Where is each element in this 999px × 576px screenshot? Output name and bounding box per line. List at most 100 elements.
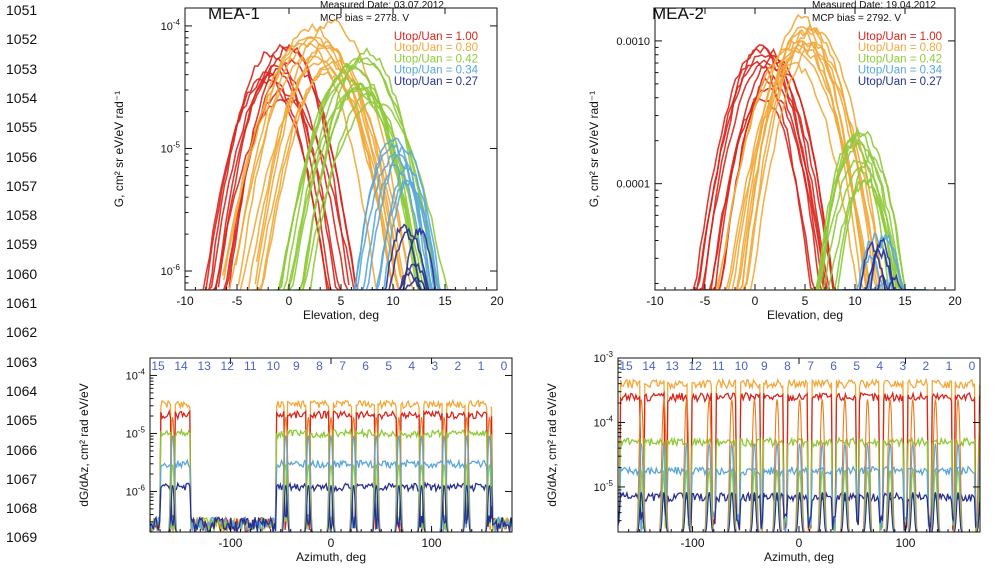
line-number: 1069 <box>6 529 38 546</box>
series-curve <box>374 269 447 290</box>
line-number: 1054 <box>6 89 38 106</box>
sector-label: 12 <box>221 359 235 373</box>
sector-bump <box>658 399 669 532</box>
y-tick-label: 10-4 <box>594 414 614 429</box>
line-number: 1068 <box>6 500 38 517</box>
series-curve <box>695 59 841 290</box>
sector-bump <box>303 485 313 532</box>
sector-label: 1 <box>946 359 953 373</box>
series-curve <box>371 262 457 290</box>
legend-entry: Utop/Uan = 0.42 <box>394 53 478 65</box>
y-tick-label: 10-6 <box>161 263 181 278</box>
x-axis-label: Azimuth, deg <box>764 550 834 564</box>
y-tick-label: 10-6 <box>126 483 146 498</box>
line-number: 1059 <box>6 236 38 253</box>
sector-bump <box>817 492 827 532</box>
series-curve <box>701 87 834 290</box>
line-number: 1058 <box>6 207 38 224</box>
panel-title: MEA-1 <box>208 4 260 23</box>
sector-bump <box>772 399 783 532</box>
series-group <box>150 398 512 532</box>
series-curve <box>841 284 912 290</box>
series-curve <box>304 92 432 290</box>
series-curve <box>212 67 340 290</box>
series-curve <box>618 377 980 532</box>
line-number: 1061 <box>6 295 38 311</box>
x-tick-label: 15 <box>438 294 452 308</box>
sector-bump <box>953 492 963 532</box>
series-curve <box>237 42 377 288</box>
line-number: 1063 <box>6 353 38 370</box>
sector-label: 15 <box>151 359 165 373</box>
sector-label: 4 <box>408 359 415 373</box>
sector-bump <box>839 399 850 532</box>
sector-bump <box>749 399 760 532</box>
series-curve <box>255 18 408 263</box>
series-curve <box>376 276 455 290</box>
series-curve <box>823 151 920 290</box>
series-curve <box>150 409 512 532</box>
y-tick-label: 0.0010 <box>616 36 650 48</box>
line-number: 1067 <box>6 470 38 487</box>
series-curve <box>853 237 911 290</box>
sector-bump <box>168 485 178 532</box>
line-number: 1060 <box>6 265 38 282</box>
annotation-bias: MCP bias = 2792. V <box>812 13 901 24</box>
x-tick-label: 0 <box>796 536 803 550</box>
series-curve <box>345 137 442 290</box>
series-curve <box>260 60 406 290</box>
line-number: 1057 <box>6 177 38 194</box>
line-number: 1051 <box>6 2 38 18</box>
x-axis-label: Elevation, deg <box>303 308 379 322</box>
x-tick-label: -5 <box>232 294 243 308</box>
sector-label: 1 <box>478 359 485 373</box>
series-group <box>689 13 929 290</box>
sector-bump <box>704 492 714 532</box>
sector-label: 10 <box>735 359 749 373</box>
series-curve <box>724 41 890 290</box>
sector-label: 6 <box>362 359 369 373</box>
sector-label: 9 <box>761 359 768 373</box>
series-curve <box>371 179 447 290</box>
sector-bump <box>862 399 873 532</box>
sector-bump <box>326 485 336 532</box>
annotation-date: Measured Date: 03.07.2012 <box>320 0 444 11</box>
line-number: 1062 <box>6 324 38 341</box>
y-tick-label: 10-5 <box>161 140 181 155</box>
sector-label: 7 <box>339 359 346 373</box>
series-curve <box>208 50 332 290</box>
sector-label: 11 <box>712 359 725 373</box>
series-curve <box>387 227 452 290</box>
series-curve <box>835 232 914 290</box>
sector-bump <box>417 485 426 532</box>
sector-bump <box>681 492 692 532</box>
series-curve <box>285 87 427 290</box>
series-curve <box>700 97 825 290</box>
sector-bump <box>749 492 760 532</box>
line-number: 1053 <box>6 60 38 77</box>
series-curve <box>282 63 420 290</box>
y-tick-label: 10-4 <box>126 367 146 382</box>
line-number: 1055 <box>6 119 38 136</box>
y-axis-label: dG/dAz, cm² rad eV/eV <box>545 383 559 506</box>
x-tick-label: -10 <box>176 294 194 308</box>
series-curve <box>618 390 980 531</box>
panel-title: MEA-2 <box>652 4 704 23</box>
panel-mea1-elevation: MEA-1 Measured Date: 03.07.2012 MCP bias… <box>112 0 504 322</box>
series-curve <box>223 36 402 281</box>
annotation-bias: MCP bias = 2778. V <box>320 13 409 24</box>
x-tick-label: 100 <box>895 536 915 550</box>
sector-bump <box>907 399 918 532</box>
series-curve <box>693 44 833 290</box>
sector-label: 2 <box>923 359 930 373</box>
x-axis-label: Azimuth, deg <box>296 550 366 564</box>
series-curve <box>369 227 449 290</box>
sector-label: 15 <box>619 359 633 373</box>
y-tick-label: 10-3 <box>594 350 614 365</box>
legend-entry: Utop/Uan = 0.42 <box>858 53 942 65</box>
line-number: 1065 <box>6 412 38 429</box>
series-curve <box>207 97 362 290</box>
sector-label: 4 <box>876 359 883 373</box>
line-number: 1052 <box>6 31 38 48</box>
